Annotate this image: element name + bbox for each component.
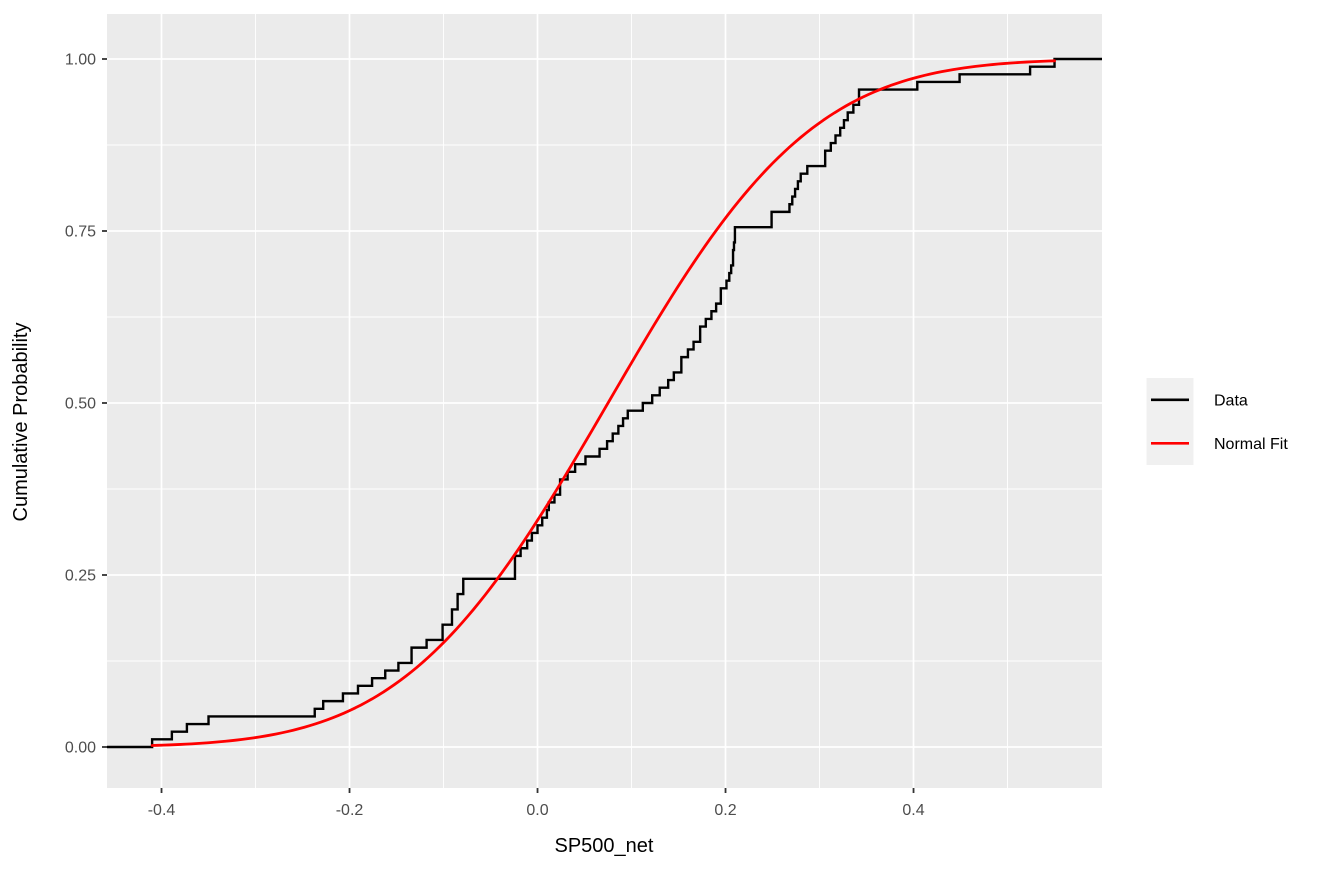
x-tick-label: 0.4 [902,802,924,819]
x-tick-label: -0.4 [148,802,176,819]
y-axis-tick-labels: 0.00 0.25 0.50 0.75 1.00 [65,51,96,756]
y-axis-title: Cumulative Probability [10,323,32,522]
y-tick-label: 0.50 [65,395,96,412]
legend-label-data: Data [1214,392,1248,409]
minor-gridlines [107,14,1102,788]
legend-label-normal-fit: Normal Fit [1214,436,1288,453]
x-tick-label: -0.2 [336,802,364,819]
y-tick-label: 0.00 [65,739,96,756]
x-axis-title: SP500_net [555,835,654,857]
x-axis-tick-labels: -0.4 -0.2 0.0 0.2 0.4 [148,802,925,819]
ecdf-step-line [107,57,1102,749]
x-tick-label: 0.2 [714,802,736,819]
plot-panel [107,14,1102,788]
normal-fit-line [150,59,1056,747]
y-tick-label: 0.25 [65,567,96,584]
major-gridlines [107,14,1102,788]
axis-tick-marks [102,58,915,793]
legend: Data Normal Fit [1146,378,1288,465]
y-tick-label: 1.00 [65,51,96,68]
x-tick-label: 0.0 [526,802,548,819]
y-tick-label: 0.75 [65,223,96,240]
